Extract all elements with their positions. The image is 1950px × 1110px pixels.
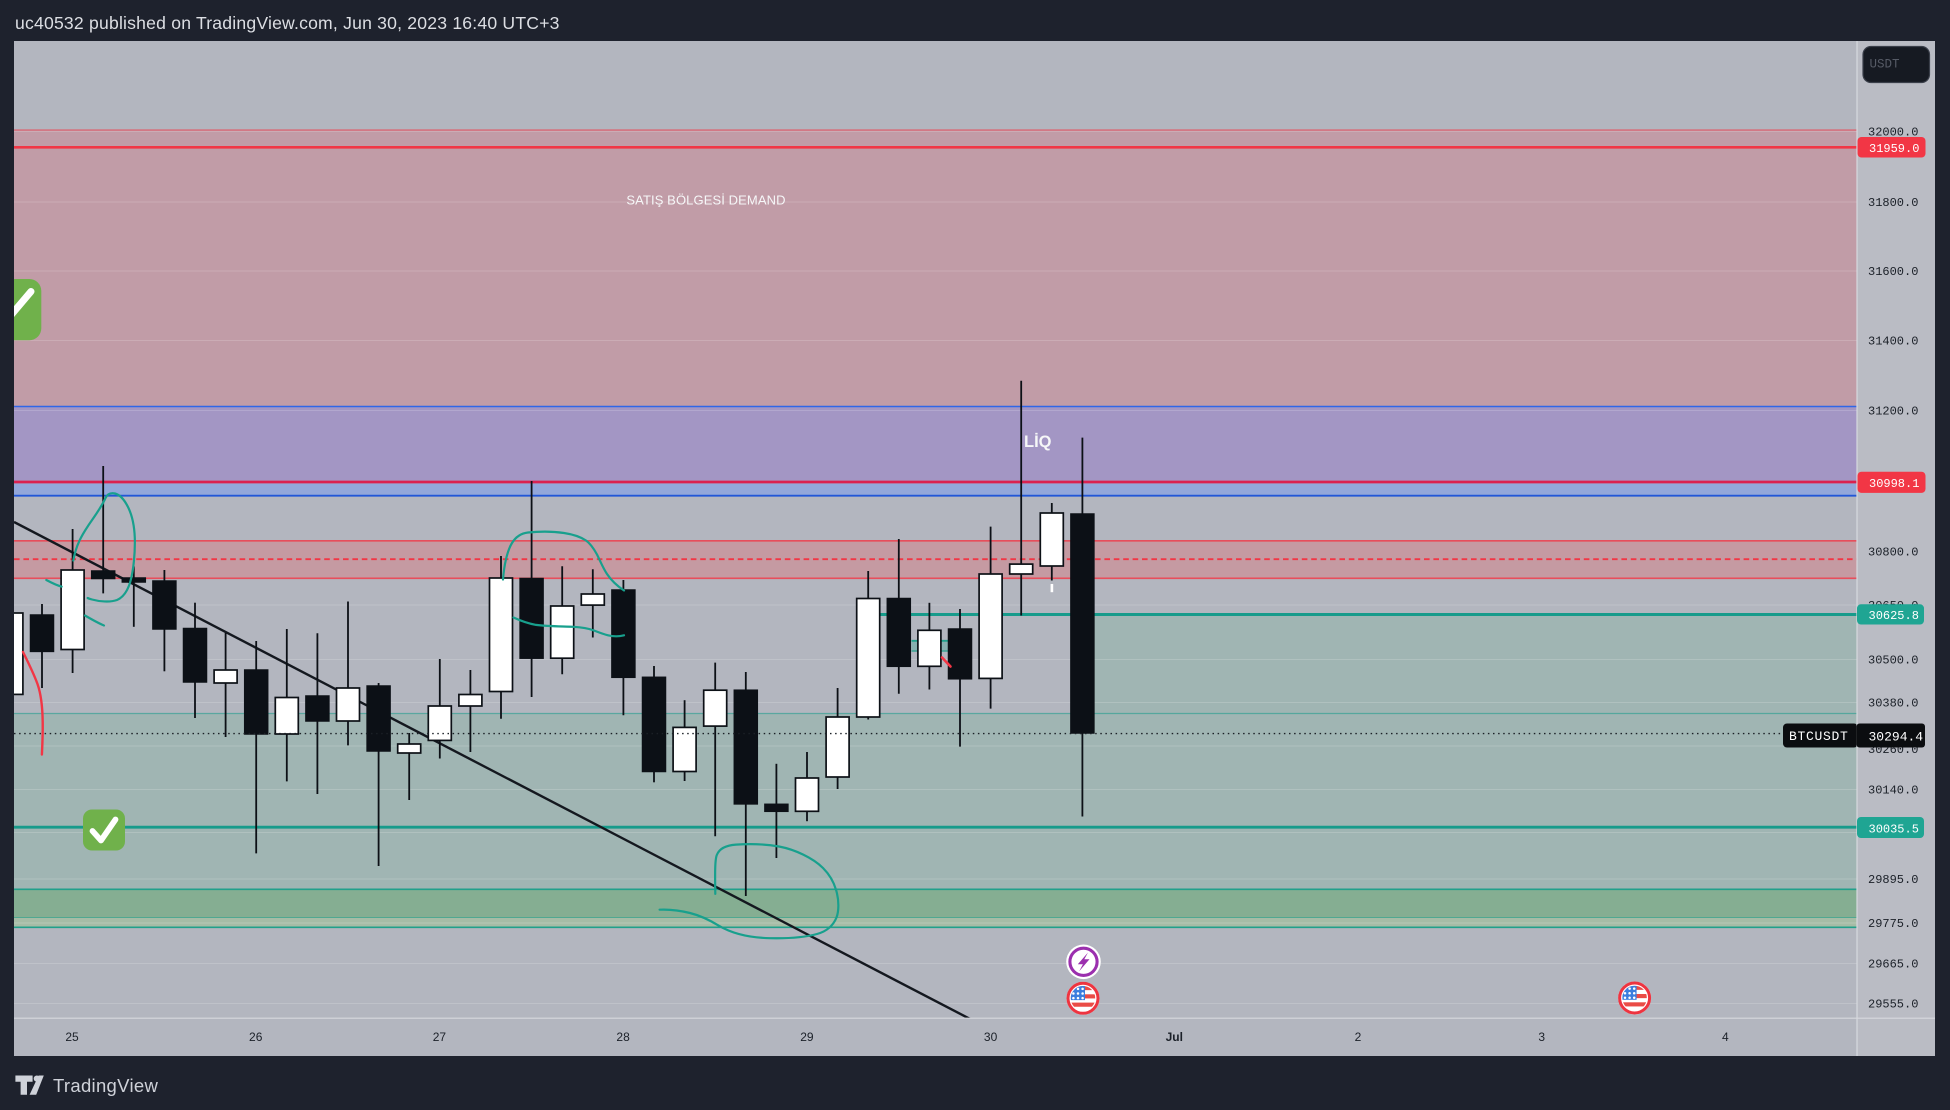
svg-text:28: 28 [616,1030,630,1044]
svg-text:29: 29 [800,1030,814,1044]
svg-text:31959.0: 31959.0 [1869,142,1919,156]
svg-text:31400.0: 31400.0 [1868,335,1918,349]
svg-text:29895.0: 29895.0 [1868,873,1918,887]
svg-text:31800.0: 31800.0 [1868,196,1918,210]
svg-text:30500.0: 30500.0 [1868,654,1918,668]
svg-text:SATIŞ BÖLGESİ DEMAND: SATIŞ BÖLGESİ DEMAND [626,193,785,208]
svg-text:30035.5: 30035.5 [1869,822,1919,836]
svg-text:30998.1: 30998.1 [1869,477,1919,491]
svg-text:29775.0: 29775.0 [1868,917,1918,931]
svg-text:32000.0: 32000.0 [1868,126,1918,140]
svg-text:4: 4 [1722,1030,1729,1044]
svg-text:30: 30 [984,1030,998,1044]
svg-text:30380.0: 30380.0 [1868,697,1918,711]
svg-text:USDT: USDT [1870,58,1901,72]
svg-text:27: 27 [433,1030,447,1044]
svg-text:BTCUSDT: BTCUSDT [1789,729,1849,744]
svg-text:31600.0: 31600.0 [1868,265,1918,279]
svg-text:25: 25 [65,1030,79,1044]
svg-text:30140.0: 30140.0 [1868,784,1918,798]
svg-text:2: 2 [1355,1030,1362,1044]
svg-text:30800.0: 30800.0 [1868,546,1918,560]
svg-text:31200.0: 31200.0 [1868,405,1918,419]
svg-text:30294.4: 30294.4 [1869,729,1924,744]
svg-text:29665.0: 29665.0 [1868,958,1918,972]
svg-text:29555.0: 29555.0 [1868,998,1918,1012]
svg-text:26: 26 [249,1030,263,1044]
svg-text:LİQ: LİQ [1024,433,1052,451]
svg-text:30625.8: 30625.8 [1869,609,1919,623]
svg-text:Jul: Jul [1166,1030,1183,1044]
svg-text:3: 3 [1538,1030,1545,1044]
